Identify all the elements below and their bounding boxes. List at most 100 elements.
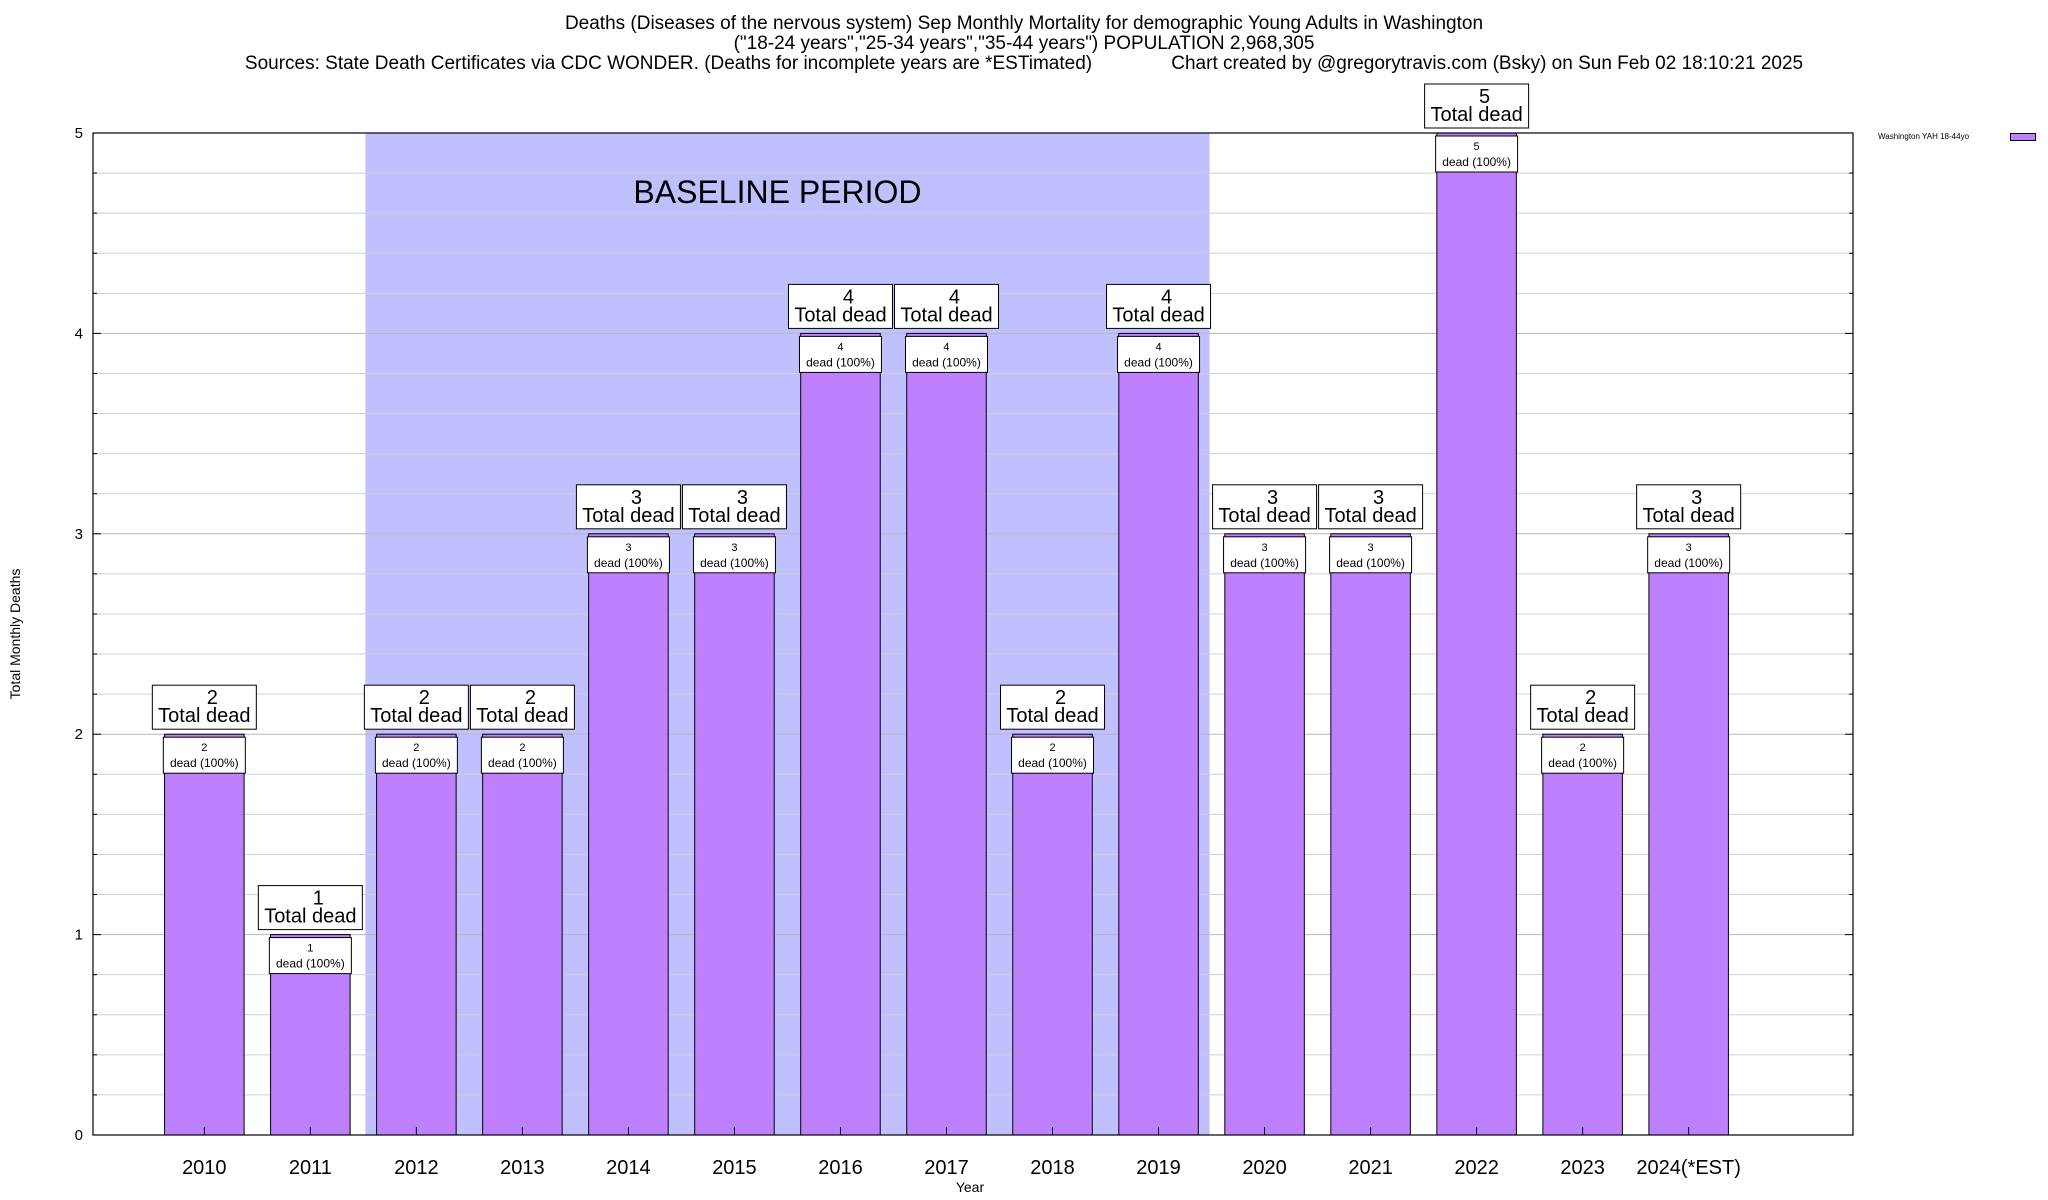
bar-total-label-box (151, 684, 257, 730)
bar-inner-value: 3 (731, 542, 737, 554)
bar-inner-label-box (798, 335, 882, 373)
y-axis-label: Total Monthly Deaths (7, 569, 23, 700)
bar-total-value: 3 (1267, 487, 1278, 509)
bar-total-label-box (787, 283, 893, 329)
bar-inner-percent: dead (100%) (382, 756, 451, 770)
bar-2017 (906, 332, 987, 1136)
bar-inner-label-box (904, 335, 988, 373)
bar-total-value: 4 (843, 286, 854, 308)
bar-inner-value: 4 (943, 341, 949, 353)
bar-total-text: Total dead (264, 906, 356, 928)
bar-total-label-box (363, 684, 469, 730)
bar-total-value: 2 (1055, 687, 1066, 709)
bar-total-text: Total dead (1112, 304, 1204, 326)
bar-inner-value: 2 (519, 742, 525, 754)
y-tick-label: 3 (75, 526, 83, 543)
bar-inner-percent: dead (100%) (1548, 756, 1617, 770)
bar-total-label-box (1636, 484, 1742, 530)
bar-inner-label-box (480, 736, 564, 774)
bar-2024(*EST) (1648, 533, 1729, 1136)
y-tick-label: 5 (75, 125, 83, 142)
bar-inner-percent: dead (100%) (700, 556, 769, 570)
x-tick-label: 2013 (500, 1157, 545, 1179)
bar-2021 (1330, 533, 1411, 1136)
bar-inner-percent: dead (100%) (170, 756, 239, 770)
bar-2015 (694, 533, 775, 1136)
chart-title-line-3: Sources: State Death Certificates via CD… (244, 53, 1804, 74)
x-tick-label: 2019 (1136, 1157, 1181, 1179)
y-tick-label: 0 (75, 1127, 83, 1144)
bar-inner-label-box (162, 736, 246, 774)
bar-inner-label-box (1435, 135, 1519, 173)
bar-total-text: Total dead (370, 705, 462, 727)
bar-total-text: Total dead (794, 304, 886, 326)
x-tick-label: 2020 (1242, 1157, 1287, 1179)
legend-swatch (2010, 133, 2036, 141)
bar-inner-percent: dead (100%) (1442, 155, 1511, 169)
bar-inner-label-box (1647, 536, 1731, 574)
bar-2022 (1436, 132, 1517, 1136)
x-tick-label: 2022 (1454, 1157, 1499, 1179)
bar-inner-value: 1 (307, 943, 313, 955)
bar-total-text: Total dead (1218, 505, 1310, 527)
bar-total-text: Total dead (1536, 705, 1628, 727)
bar-total-value: 2 (1585, 687, 1596, 709)
bar-total-text: Total dead (1006, 705, 1098, 727)
chart-title-line-2: ("18-24 years","25-34 years","35-44 year… (733, 33, 1315, 54)
bar-total-text: Total dead (1324, 505, 1416, 527)
bar-inner-label-box (1011, 736, 1095, 774)
bar-total-label-box (1530, 684, 1636, 730)
bar-total-text: Total dead (582, 505, 674, 527)
plot-frame (92, 132, 1854, 1136)
bar-total-value: 4 (949, 286, 960, 308)
bar-inner-value: 3 (1262, 542, 1268, 554)
bar-total-value: 2 (525, 687, 536, 709)
bar-inner-value: 2 (413, 742, 419, 754)
bar-inner-percent: dead (100%) (806, 355, 875, 369)
bar-total-value: 3 (737, 487, 748, 509)
bar-inner-label-box (268, 937, 352, 975)
bar-inner-value: 2 (201, 742, 207, 754)
bar-2023 (1542, 733, 1623, 1136)
x-axis-label: Year (956, 1179, 985, 1195)
bar-2010 (164, 733, 245, 1136)
chart-title-line-1: Deaths (Diseases of the nervous system) … (564, 13, 1484, 34)
x-tick-label: 2024(*EST) (1636, 1157, 1741, 1179)
bar-inner-percent: dead (100%) (276, 957, 345, 971)
bar-total-label-box (469, 684, 575, 730)
bar-total-label-box (893, 283, 999, 329)
bar-total-label-box (1424, 83, 1530, 129)
x-tick-label: 2011 (289, 1157, 332, 1179)
bar-total-text: Total dead (1430, 104, 1522, 126)
bar-inner-label-box (1223, 536, 1307, 574)
x-tick-label: 2017 (924, 1157, 969, 1179)
bar-total-value: 2 (207, 687, 218, 709)
bar-total-value: 2 (419, 687, 430, 709)
bar-inner-percent: dead (100%) (1336, 556, 1405, 570)
bar-inner-percent: dead (100%) (488, 756, 557, 770)
bar-inner-label-box (374, 736, 458, 774)
legend-label: Washington YAH 18-44yo (1878, 132, 1970, 141)
y-tick-label: 4 (75, 325, 83, 342)
bar-2013 (482, 733, 563, 1136)
bar-total-label-box (681, 484, 787, 530)
bar-total-label-box (1212, 484, 1318, 530)
bar-2014 (588, 533, 669, 1136)
bar-inner-percent: dead (100%) (1124, 355, 1193, 369)
bar-inner-value: 3 (625, 542, 631, 554)
x-tick-label: 2014 (606, 1157, 651, 1179)
bar-total-value: 3 (1373, 487, 1384, 509)
bar-inner-label-box (1117, 335, 1201, 373)
x-tick-label: 2021 (1348, 1157, 1393, 1179)
bar-inner-percent: dead (100%) (1654, 556, 1723, 570)
bar-inner-value: 2 (1580, 742, 1586, 754)
bar-total-value: 3 (1691, 487, 1702, 509)
bar-total-label-box (257, 885, 363, 931)
bar-total-text: Total dead (476, 705, 568, 727)
bar-inner-value: 2 (1049, 742, 1055, 754)
bar-inner-value: 5 (1474, 141, 1480, 153)
bar-2018 (1012, 733, 1093, 1136)
bar-inner-label-box (1329, 536, 1413, 574)
bar-inner-percent: dead (100%) (912, 355, 981, 369)
x-tick-label: 2016 (818, 1157, 863, 1179)
